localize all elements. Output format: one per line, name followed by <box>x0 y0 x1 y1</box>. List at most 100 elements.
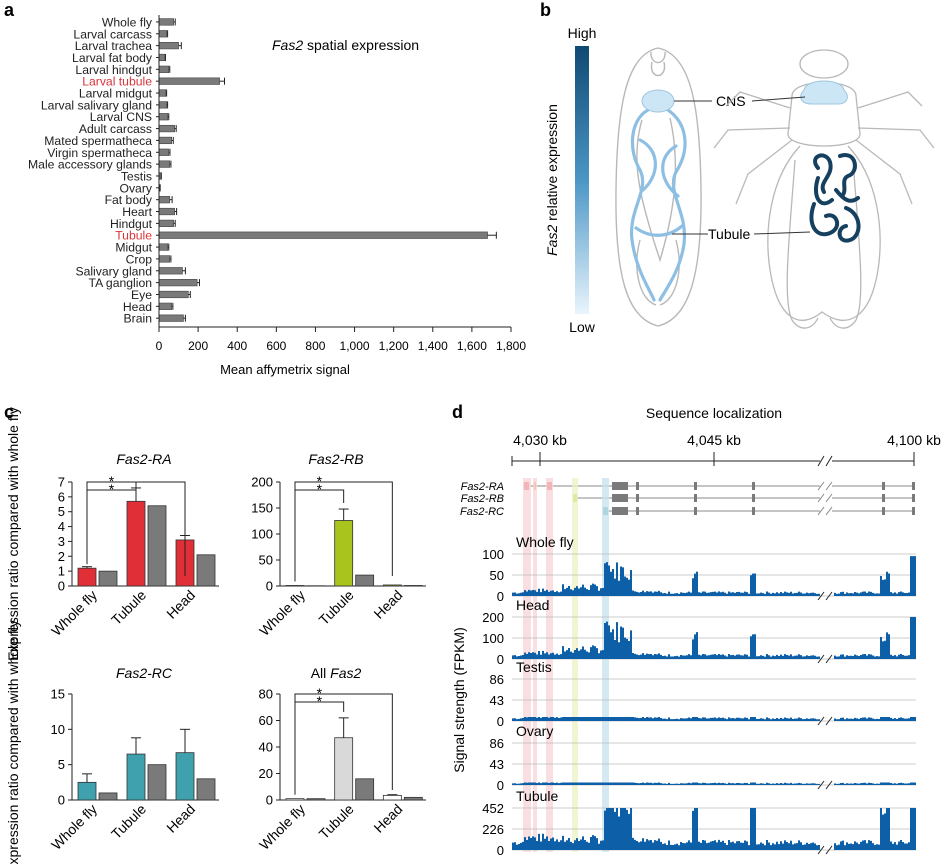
bar-brain <box>158 314 184 322</box>
y-tick-label: 40 <box>259 740 273 755</box>
adult-cns <box>800 80 848 105</box>
bar-tubule-gray <box>147 505 167 587</box>
significance-star: * <box>109 473 115 489</box>
transcript-label: Fas2-RB <box>461 493 504 505</box>
adult-cns-leader <box>751 96 806 102</box>
category-label: Tubule <box>115 229 152 243</box>
y-tick-label: 6 <box>58 489 65 504</box>
x-tick-label: 1,800 <box>496 339 526 353</box>
panel-label-d: d <box>452 402 463 422</box>
significance-bracket <box>294 481 393 582</box>
category-label: Adult carcass <box>79 122 152 136</box>
exon <box>612 507 628 515</box>
category-label: Head <box>123 300 152 314</box>
track-name: Testis <box>516 659 552 675</box>
bar-whole-fly-gray <box>98 792 118 801</box>
bar-whole-fly-colored <box>77 567 97 587</box>
axis-break <box>817 506 833 516</box>
x-category-label: Tubule <box>316 801 357 842</box>
bar-crop <box>158 255 171 263</box>
panel-d-browser: Sequence localization 4,030 kb 4,045 kb 4,… <box>451 405 941 858</box>
track-whole-fly: Whole fly 100 50 0 <box>482 534 916 604</box>
bar-head-colored <box>175 752 195 801</box>
transcript-label: Fas2-RA <box>461 481 504 493</box>
bar-tubule-gray <box>355 778 375 801</box>
y-tick-label: 1 <box>58 564 65 579</box>
axis-break <box>817 654 833 664</box>
category-label: Brain <box>124 312 152 326</box>
y-tick-label: 7 <box>58 475 65 490</box>
exon <box>694 494 697 502</box>
category-label: Hindgut <box>110 217 153 231</box>
axis-break <box>817 591 833 601</box>
bar-heart <box>158 207 175 216</box>
bar-larval-tubule <box>158 77 220 85</box>
y-tick-label: 20 <box>259 766 273 781</box>
category-label: Larval tubule <box>82 75 152 89</box>
chart-c2: Fas2-RB 0 50 100 150 200 Whole fly Tubule Head ** <box>251 451 426 639</box>
signal-area <box>512 716 916 721</box>
bar-ta-ganglion <box>158 279 198 287</box>
panel-b-axis-gene: Fas2 <box>544 225 560 256</box>
category-label: Eye <box>131 288 152 302</box>
chart-title: Fas2-RA <box>116 451 171 467</box>
bar-adult-carcass <box>158 124 175 133</box>
category-label: Mated spermatheca <box>44 134 152 148</box>
bar-larval-salivary-gland <box>158 101 168 109</box>
significance-bracket <box>86 481 186 576</box>
significance-bracket <box>294 693 393 795</box>
category-label: Virgin spermatheca <box>47 146 152 160</box>
significance-star: * <box>317 473 323 489</box>
track-y-tick-label: 0 <box>497 714 504 729</box>
bar-head-gray <box>196 778 216 801</box>
y-tick-label: 100 <box>251 527 273 542</box>
track-y-tick-label: 100 <box>482 631 504 646</box>
tubule-label-b: Tubule <box>708 226 751 242</box>
bar-eye <box>158 290 189 299</box>
category-label: Larval hindgut <box>75 63 152 77</box>
y-tick-label: 60 <box>259 713 273 728</box>
bar-whole-fly-colored <box>77 781 97 801</box>
coordinate-label: 4,045 kb <box>687 432 741 448</box>
panel-a-title: Fas2 spatial expression <box>272 37 419 53</box>
x-tick-label: 1,400 <box>418 339 448 353</box>
category-label: Larval CNS <box>90 110 152 124</box>
exon-highlight <box>533 478 537 852</box>
exon <box>912 507 915 515</box>
adult-fly-illustration <box>713 49 935 329</box>
exon <box>636 482 639 490</box>
larva-cns <box>641 89 675 113</box>
x-category-label: Head <box>163 801 198 836</box>
exon-highlight <box>523 478 531 852</box>
track-y-tick-label: 0 <box>497 778 504 793</box>
exon-highlight <box>602 478 609 852</box>
exon <box>636 494 639 502</box>
adult-tubule-leader <box>753 231 811 235</box>
bar-salivary-gland <box>158 267 183 275</box>
chart-title: Fas2-RC <box>116 665 173 681</box>
bar-whole-fly-gray <box>98 570 118 587</box>
category-label: Whole fly <box>102 15 153 29</box>
y-tick-label: 0 <box>266 793 273 808</box>
bar-tubule-colored <box>334 737 354 801</box>
chart-title: Fas2-RB <box>308 451 363 467</box>
y-axis-label: Expression ratio compared with whole fly <box>5 620 21 864</box>
x-tick-label: 200 <box>188 339 208 353</box>
track-y-tick-label: 0 <box>497 843 504 858</box>
bar-tubule-colored <box>334 520 354 587</box>
axis-break <box>817 481 833 491</box>
coordinate-label: 4,100 kb <box>887 432 941 448</box>
track-y-tick-label: 43 <box>490 757 504 772</box>
signal-area <box>512 808 916 850</box>
chart-title-gene: Fas2 <box>330 665 361 681</box>
bar-larval-cns <box>158 113 169 121</box>
track-y-tick-label: 86 <box>490 672 504 687</box>
x-category-label: Tubule <box>108 587 149 628</box>
y-tick-label: 3 <box>58 534 65 549</box>
track-name: Tubule <box>516 788 559 804</box>
y-tick-label: 5 <box>58 757 65 772</box>
bar-larval-trachea <box>158 42 179 50</box>
track-head: Head 200 100 0 <box>482 597 916 667</box>
track-testis: Testis 86 43 0 <box>490 659 916 729</box>
bar-fat-body <box>158 196 171 204</box>
